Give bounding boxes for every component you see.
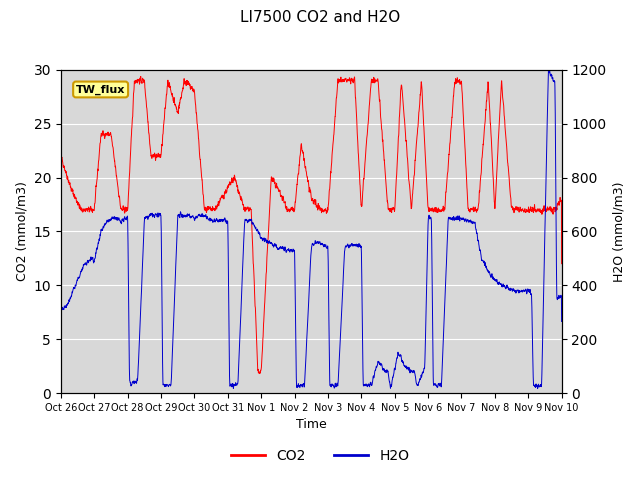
- Y-axis label: CO2 (mmol/m3): CO2 (mmol/m3): [15, 181, 28, 281]
- Text: LI7500 CO2 and H2O: LI7500 CO2 and H2O: [240, 10, 400, 24]
- Legend: CO2, H2O: CO2, H2O: [225, 443, 415, 468]
- Text: TW_flux: TW_flux: [76, 84, 125, 95]
- X-axis label: Time: Time: [296, 419, 326, 432]
- Y-axis label: H2O (mmol/m3): H2O (mmol/m3): [612, 181, 625, 282]
